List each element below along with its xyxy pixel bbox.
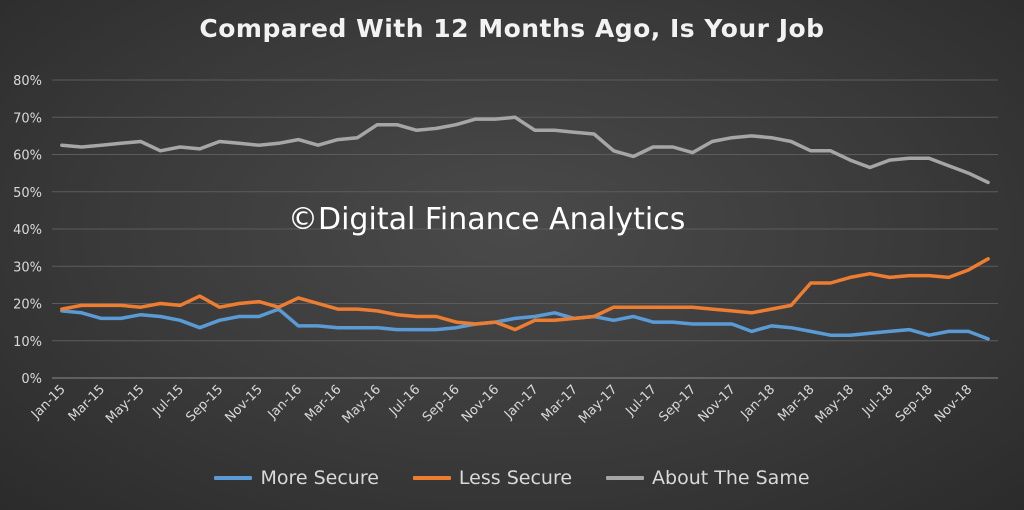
x-tick-label: Jul-17	[623, 382, 660, 419]
x-tick-label: Jul-15	[150, 382, 187, 419]
y-tick-label: 20%	[13, 298, 42, 313]
watermark: ©Digital Finance Analytics	[288, 202, 686, 237]
x-tick-label: May-15	[103, 382, 147, 426]
x-tick-label: Jan-15	[28, 382, 69, 423]
x-tick-label: Nov-17	[695, 382, 738, 425]
x-tick-label: Mar-16	[302, 382, 344, 424]
series-line-less-secure	[60, 257, 990, 332]
legend-item-more-secure: More Secure	[214, 467, 379, 489]
x-tick-label: May-17	[576, 382, 620, 426]
x-tick-label: Jan-18	[738, 382, 779, 423]
series-lines	[60, 115, 990, 341]
y-tick-label: 0%	[21, 372, 42, 387]
series-line-more-secure	[60, 307, 990, 341]
x-tick-label: Sep-16	[420, 382, 463, 425]
y-tick-label: 10%	[13, 335, 42, 350]
y-tick-label: 30%	[13, 260, 42, 275]
x-tick-label: May-16	[340, 382, 384, 426]
x-tick-label: Mar-17	[539, 382, 581, 424]
x-tick-label: Sep-17	[656, 382, 699, 425]
legend-swatch	[214, 476, 253, 480]
x-tick-label: Nov-16	[459, 382, 502, 425]
legend-swatch	[412, 476, 451, 480]
y-tick-label: 40%	[13, 223, 42, 238]
legend-item-about-the-same: About The Same	[606, 467, 810, 489]
legend-item-less-secure: Less Secure	[412, 467, 573, 489]
legend: More Secure Less Secure About The Same	[0, 467, 1024, 489]
legend-label: Less Secure	[458, 467, 573, 489]
y-tick-label: 70%	[13, 111, 42, 126]
x-tick-label: Mar-18	[775, 382, 817, 424]
legend-label: About The Same	[652, 467, 810, 489]
legend-label: More Secure	[260, 467, 379, 489]
y-tick-label: 60%	[13, 149, 42, 164]
x-tick-label: Mar-15	[66, 382, 108, 424]
x-tick-label: Jan-16	[265, 382, 306, 423]
x-tick-label: Sep-15	[183, 382, 226, 425]
x-tick-label: Jul-16	[386, 382, 423, 419]
series-line-about-the-same	[60, 115, 990, 185]
x-tick-label: Sep-18	[893, 382, 936, 425]
y-tick-label: 80%	[13, 74, 42, 89]
x-tick-label: Jan-17	[501, 382, 542, 423]
x-tick-label: Jul-18	[859, 382, 896, 419]
x-tick-label: Nov-18	[932, 382, 975, 425]
x-tick-label: May-18	[813, 382, 857, 426]
x-tick-label: Nov-15	[222, 382, 265, 425]
y-tick-label: 50%	[13, 186, 42, 201]
y-axis: 0% 10% 20% 30% 40% 50% 60% 70% 80%	[13, 74, 42, 387]
chart-title: Compared With 12 Months Ago, Is Your Job	[199, 14, 825, 43]
legend-swatch	[606, 476, 645, 480]
